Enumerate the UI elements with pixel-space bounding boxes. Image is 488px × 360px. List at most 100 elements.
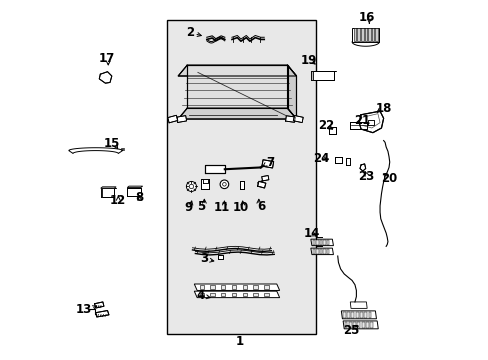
Polygon shape (242, 285, 246, 289)
Text: 15: 15 (103, 137, 120, 150)
Polygon shape (96, 311, 109, 317)
Polygon shape (361, 322, 364, 328)
Polygon shape (316, 249, 318, 253)
Text: 7: 7 (265, 156, 274, 169)
Polygon shape (326, 249, 329, 253)
Circle shape (222, 183, 226, 186)
Polygon shape (310, 71, 334, 80)
Polygon shape (369, 322, 372, 328)
Polygon shape (328, 127, 335, 134)
Polygon shape (287, 65, 296, 119)
Polygon shape (178, 65, 296, 76)
Text: 10: 10 (232, 202, 248, 215)
Text: 14: 14 (303, 226, 320, 239)
Polygon shape (167, 115, 178, 123)
Text: 16: 16 (358, 12, 374, 24)
Polygon shape (231, 285, 236, 289)
Circle shape (189, 184, 193, 189)
Polygon shape (357, 322, 360, 328)
Polygon shape (199, 285, 203, 289)
Polygon shape (349, 302, 366, 309)
Text: 19: 19 (300, 54, 317, 67)
Polygon shape (341, 311, 376, 319)
Text: 1: 1 (236, 335, 244, 348)
Polygon shape (239, 181, 244, 189)
Polygon shape (367, 28, 370, 41)
Polygon shape (210, 285, 214, 289)
Polygon shape (94, 302, 104, 308)
Polygon shape (327, 126, 329, 129)
Polygon shape (205, 165, 224, 173)
Polygon shape (319, 249, 322, 253)
Polygon shape (348, 322, 351, 328)
Polygon shape (312, 249, 314, 253)
Polygon shape (221, 293, 225, 296)
Polygon shape (261, 176, 268, 181)
Polygon shape (364, 312, 366, 318)
Polygon shape (351, 28, 378, 42)
Bar (167, 21, 316, 334)
Text: 2: 2 (185, 26, 194, 39)
Polygon shape (242, 293, 246, 296)
Polygon shape (285, 116, 295, 122)
Text: 20: 20 (381, 172, 397, 185)
Polygon shape (352, 322, 355, 328)
Polygon shape (101, 188, 114, 197)
Polygon shape (310, 248, 333, 255)
Polygon shape (316, 240, 318, 244)
Text: 24: 24 (313, 152, 329, 165)
Polygon shape (99, 72, 112, 83)
Polygon shape (351, 312, 353, 318)
Text: 21: 21 (353, 114, 369, 127)
Text: 5: 5 (197, 201, 205, 213)
Polygon shape (262, 160, 273, 168)
Polygon shape (127, 186, 142, 188)
Polygon shape (253, 285, 257, 289)
Polygon shape (326, 240, 329, 244)
Text: 12: 12 (110, 194, 126, 207)
Polygon shape (257, 181, 265, 188)
Text: 11: 11 (213, 202, 229, 215)
Polygon shape (364, 28, 366, 41)
Text: 4: 4 (196, 289, 204, 302)
Polygon shape (323, 240, 325, 244)
Text: 23: 23 (358, 170, 374, 183)
Polygon shape (346, 312, 349, 318)
Polygon shape (221, 285, 225, 289)
Polygon shape (178, 108, 296, 119)
Text: 13: 13 (76, 303, 92, 316)
Polygon shape (201, 179, 208, 189)
Polygon shape (353, 28, 356, 41)
Polygon shape (375, 28, 377, 41)
Polygon shape (349, 122, 366, 129)
Polygon shape (319, 240, 322, 244)
Polygon shape (310, 239, 333, 246)
Circle shape (186, 181, 196, 192)
Polygon shape (343, 321, 378, 329)
Polygon shape (323, 249, 325, 253)
Text: 6: 6 (257, 201, 265, 213)
Text: 3: 3 (200, 252, 208, 265)
Polygon shape (310, 71, 312, 80)
Polygon shape (359, 111, 383, 133)
Polygon shape (357, 28, 359, 41)
Polygon shape (371, 28, 373, 41)
Polygon shape (345, 158, 349, 165)
Polygon shape (360, 28, 363, 41)
Polygon shape (342, 312, 345, 318)
Polygon shape (293, 116, 303, 123)
Polygon shape (194, 284, 279, 291)
Polygon shape (359, 164, 365, 171)
Polygon shape (359, 312, 362, 318)
Polygon shape (264, 285, 268, 289)
Text: 25: 25 (343, 324, 359, 337)
Polygon shape (355, 312, 358, 318)
Text: 18: 18 (375, 102, 391, 115)
Polygon shape (194, 291, 279, 298)
Polygon shape (253, 293, 257, 296)
Polygon shape (368, 312, 371, 318)
Text: 22: 22 (318, 119, 334, 132)
Polygon shape (101, 187, 116, 188)
Polygon shape (312, 240, 314, 244)
Text: 17: 17 (98, 52, 114, 65)
